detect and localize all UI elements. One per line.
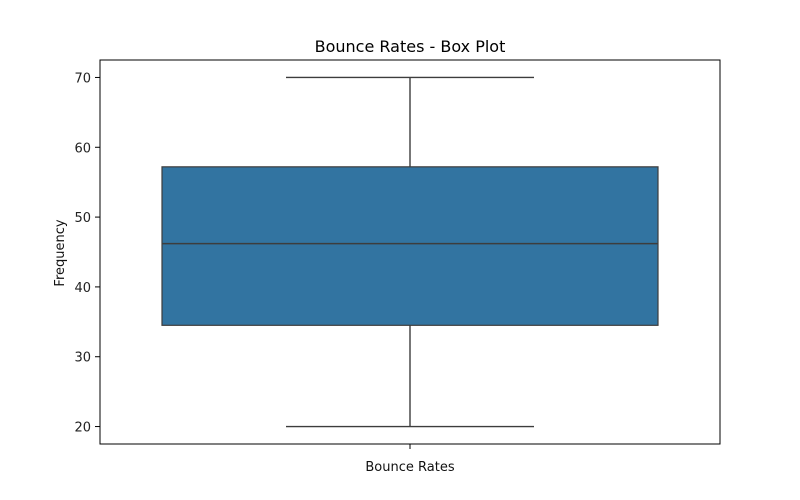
y-tick-label: 20 [74, 421, 91, 436]
y-axis-label: Frequency [53, 219, 68, 286]
x-axis-label: Bounce Rates [365, 460, 454, 475]
iqr-box [161, 166, 659, 326]
y-tick-label: 50 [74, 211, 91, 226]
y-tick-label: 60 [74, 141, 91, 156]
y-tick-label: 30 [74, 351, 91, 366]
chart-title: Bounce Rates - Box Plot [315, 37, 506, 56]
y-tick-label: 40 [74, 281, 91, 296]
box-plot-group [161, 76, 659, 428]
y-axis: 20 30 40 50 60 70 [74, 71, 100, 436]
y-tick-label: 70 [74, 71, 91, 86]
